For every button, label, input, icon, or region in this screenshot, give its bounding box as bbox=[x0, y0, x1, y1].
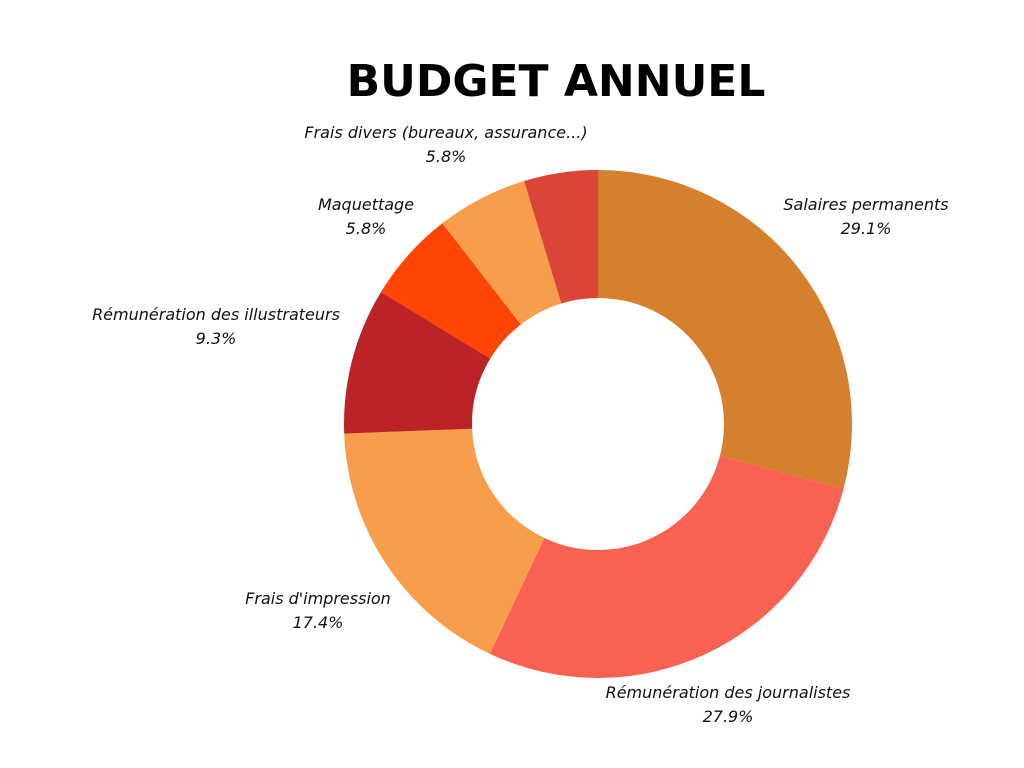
slice-value-label-5: 5.8% bbox=[346, 219, 387, 238]
slice-3 bbox=[344, 428, 545, 654]
slice-5 bbox=[381, 223, 521, 359]
chart-title: BUDGET ANNUEL bbox=[347, 56, 766, 107]
slice-2 bbox=[489, 456, 844, 678]
slice-1 bbox=[598, 170, 852, 489]
slice-value-label-6: 5.8% bbox=[426, 147, 467, 166]
slice-value-label-3: 17.4% bbox=[293, 613, 344, 632]
donut-slices bbox=[344, 170, 852, 678]
slice-value-label-2: 27.9% bbox=[703, 707, 754, 726]
slice-4 bbox=[344, 291, 491, 434]
slice-label-4: Rémunération des illustrateurs bbox=[92, 305, 340, 324]
slice-label-1: Salaires permanents bbox=[783, 195, 948, 214]
slice-label-5: Maquettage bbox=[318, 195, 414, 214]
slice-value-label-4: 9.3% bbox=[196, 329, 237, 348]
slice-label-2: Rémunération des journalistes bbox=[606, 683, 851, 702]
slice-label-3: Frais d'impression bbox=[245, 589, 391, 608]
slice-value-label-1: 29.1% bbox=[841, 219, 892, 238]
slice-6 bbox=[442, 180, 562, 325]
slice-unlabeled bbox=[524, 170, 598, 304]
slice-labels: Salaires permanents 29.1% Rémunération des… bbox=[92, 123, 949, 726]
slice-label-6: Frais divers (bureaux, assurance...) bbox=[304, 123, 587, 142]
